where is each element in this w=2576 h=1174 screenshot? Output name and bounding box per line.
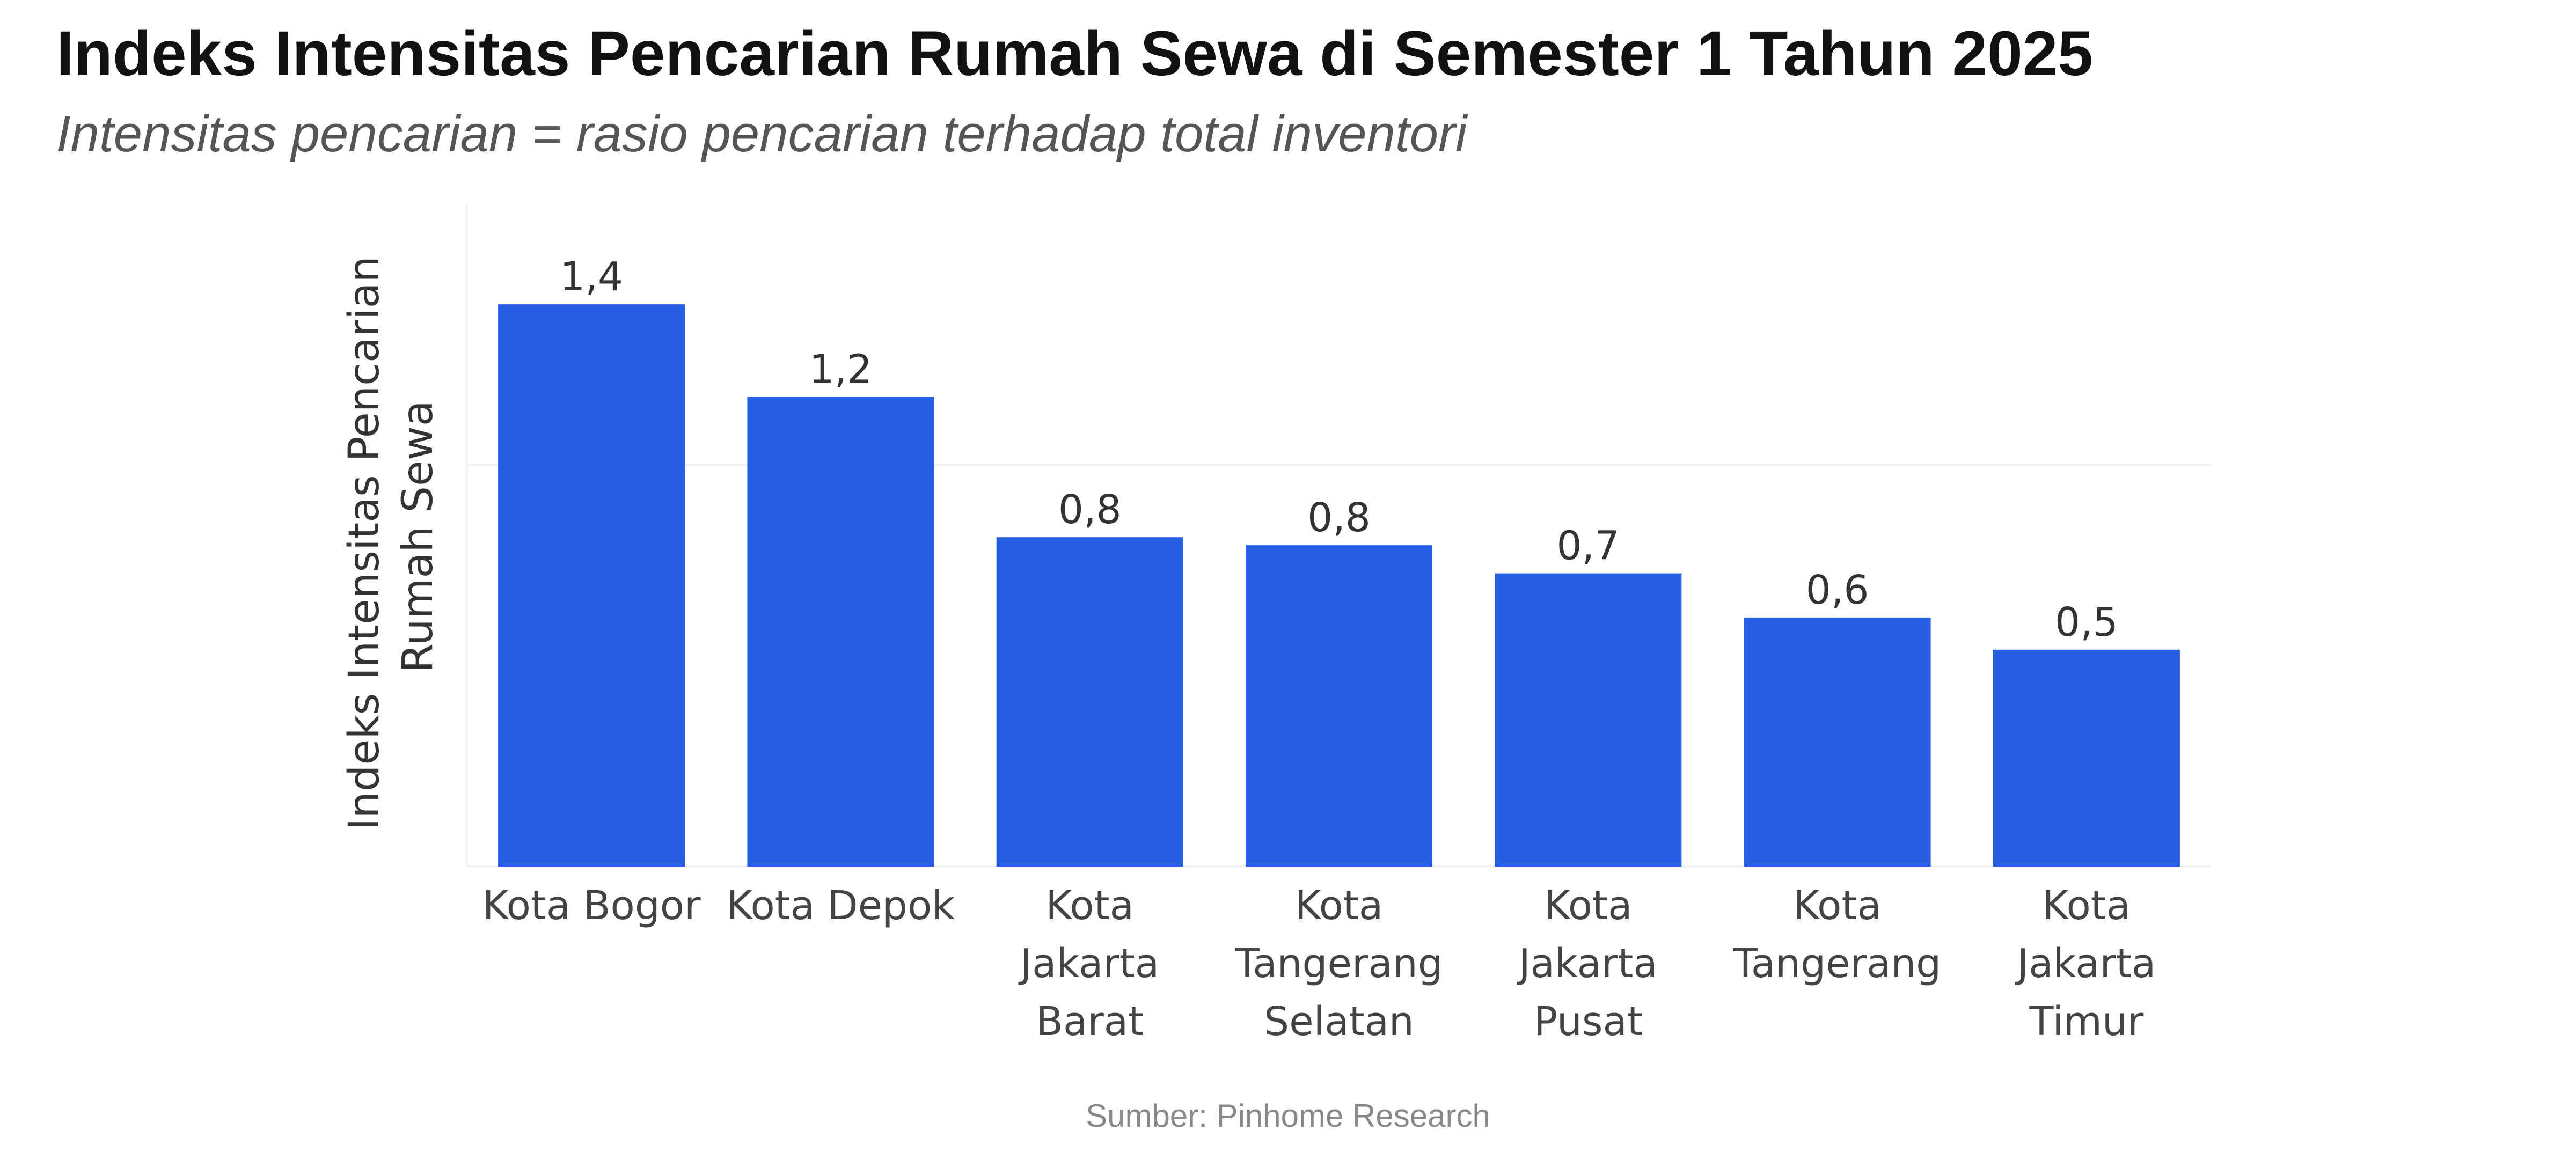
data-label-3: 0,8 [1307, 495, 1371, 541]
y-axis-title: Indeks Intensitas Pencarian Rumah Sewa [340, 243, 442, 830]
data-label-1: 1,2 [809, 346, 873, 392]
bar-3 [1246, 545, 1432, 867]
category-label-2-line-0: Kota [1045, 883, 1133, 929]
category-label-4: Kota Jakarta Pusat [1517, 883, 1658, 1045]
bar-0 [498, 304, 685, 867]
category-label-5-line-1: Tangerang [1733, 941, 1941, 987]
y-axis-title-line-1: Indeks Intensitas Pencarian [340, 256, 389, 830]
category-label-6: Kota Jakarta Timur [2015, 883, 2156, 1045]
data-label-5: 0,6 [1806, 567, 1869, 613]
bar-6 [1993, 649, 2180, 867]
category-label-3-line-0: Kota [1295, 883, 1383, 929]
bar-layer [498, 304, 2180, 867]
data-label-6: 0,5 [2055, 599, 2118, 645]
bar-1 [747, 397, 934, 867]
category-label-2-line-2: Barat [1036, 999, 1144, 1045]
category-label-4-line-0: Kota [1544, 883, 1632, 929]
bar-2 [996, 537, 1183, 867]
category-label-4-line-2: Pusat [1534, 999, 1643, 1045]
bar-4 [1495, 573, 1682, 867]
category-label-6-line-0: Kota [2043, 883, 2131, 929]
category-label-0: Kota Bogor [482, 883, 701, 929]
category-label-2: Kota Jakarta Barat [1018, 883, 1159, 1045]
category-label-4-line-1: Jakarta [1517, 941, 1658, 987]
category-label-2-line-1: Jakarta [1018, 941, 1159, 987]
chart-title: Indeks Intensitas Pencarian Rumah Sewa d… [56, 18, 2093, 89]
chart-subtitle: Intensitas pencarian = rasio pencarian t… [56, 105, 1467, 163]
category-label-6-line-1: Jakarta [2015, 941, 2156, 987]
category-label-3: Kota Tangerang Selatan [1234, 883, 1443, 1045]
label-layer: 1,4 1,2 0,8 0,8 0,7 0,6 0,5 [560, 254, 2118, 645]
category-label-0-line-0: Kota Bogor [482, 883, 701, 929]
category-layer: Kota Bogor Kota Depok Kota Jakarta BaratKota… [482, 883, 2156, 1045]
category-label-6-line-2: Timur [2029, 999, 2143, 1045]
category-label-5: Kota Tangerang [1733, 883, 1941, 987]
data-label-0: 1,4 [560, 254, 623, 300]
bar-5 [1744, 617, 1931, 867]
category-label-3-line-1: Tangerang [1234, 941, 1443, 987]
y-axis-title-line-2: Rumah Sewa [394, 400, 442, 672]
category-label-3-line-2: Selatan [1264, 999, 1414, 1045]
data-label-2: 0,8 [1058, 487, 1122, 533]
category-label-5-line-0: Kota [1793, 883, 1881, 929]
source-note: Sumber: Pinhome Research [1086, 1098, 1490, 1134]
category-label-1-line-0: Kota Depok [727, 883, 955, 929]
category-label-1: Kota Depok [727, 883, 955, 929]
bar-chart: 1,4 1,2 0,8 0,8 0,7 0,6 0,5 Kota Bogor Kota Dep… [340, 204, 2211, 1045]
data-label-4: 0,7 [1556, 523, 1620, 569]
